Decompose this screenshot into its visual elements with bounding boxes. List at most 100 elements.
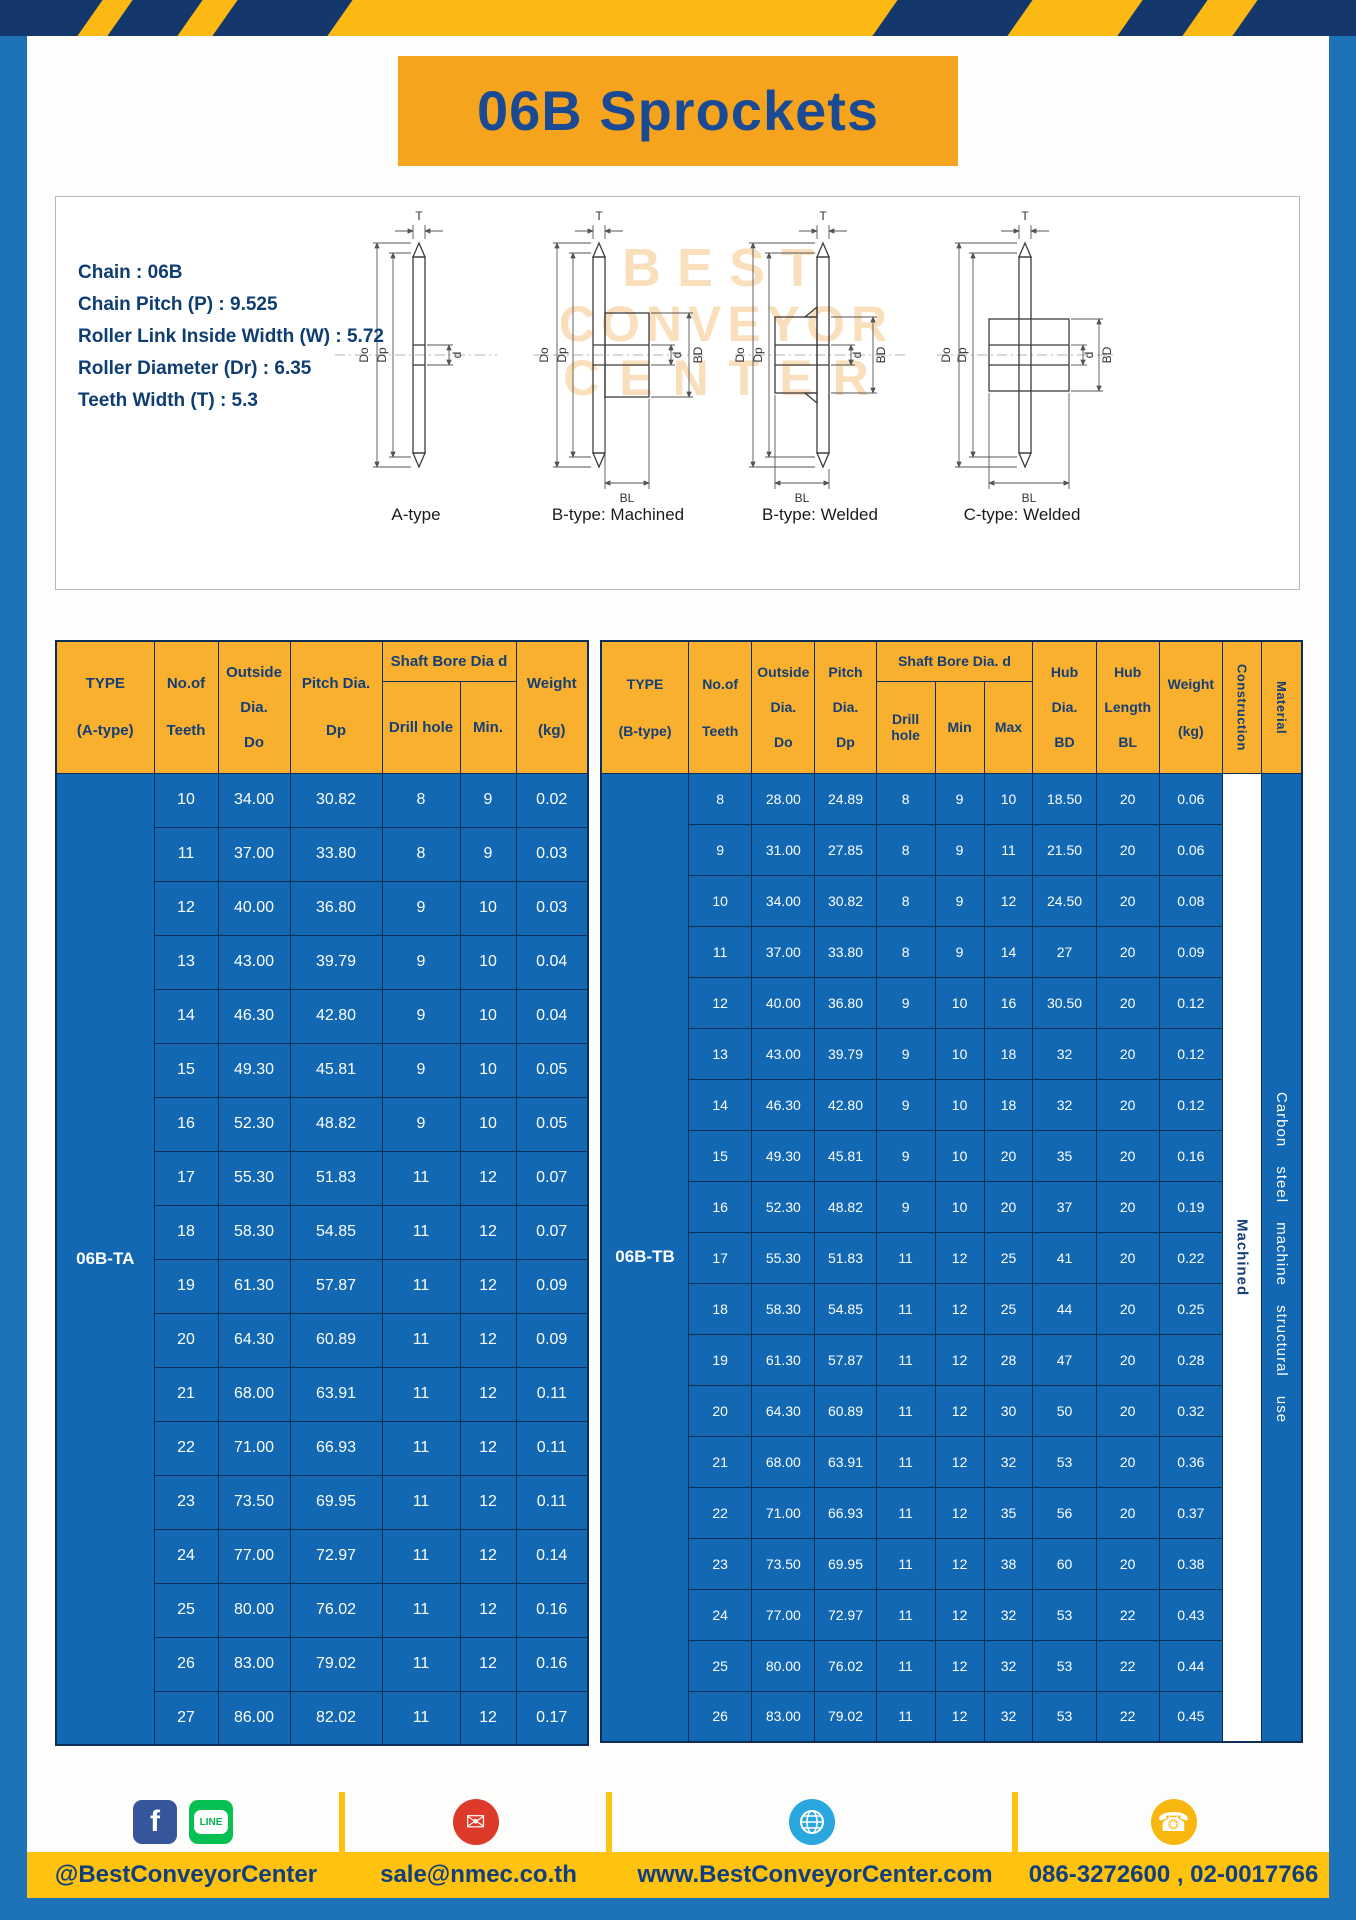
table-cell: 10 (934, 1180, 985, 1233)
table-cell: 20 (1095, 1537, 1160, 1590)
svg-text:Do: Do (939, 347, 953, 363)
table-cell: 0.17 (515, 1690, 589, 1746)
header-line: Dia. (832, 699, 859, 716)
col-header-hub-length: Hub Length BL (1095, 640, 1160, 774)
footer-website[interactable]: www.BestConveyorCenter.com (637, 1861, 993, 1888)
table-cell: 12 (459, 1636, 517, 1692)
footer-social-handle[interactable]: @BestConveyorCenter (54, 1861, 318, 1888)
table-cell: 45.81 (289, 1042, 383, 1098)
svg-text:Dp: Dp (751, 347, 765, 363)
table-row: 14 46.30 42.80 9 10 18 32 20 0.12 (601, 1078, 1302, 1131)
footer-section-social: f LINE (27, 1792, 345, 1852)
decoration-stripe (1108, 0, 1217, 36)
col-header-construction: Construction (1221, 640, 1262, 774)
col-header-type-a: TYPE (A-type) (55, 640, 155, 774)
table-cell: 20 (1095, 1231, 1160, 1284)
table-cell: 24.50 (1032, 874, 1097, 927)
table-cell: 20 (1095, 1282, 1160, 1335)
table-cell: 8 (688, 772, 753, 825)
table-cell: 12 (459, 1528, 517, 1584)
table-cell: 11 (875, 1231, 936, 1284)
table-cell: 9 (381, 880, 461, 936)
header-line: Outside (226, 663, 282, 681)
table-cell: 12 (459, 1366, 517, 1422)
line-icon[interactable]: LINE (189, 1800, 233, 1844)
table-cell: 14 (688, 1078, 753, 1131)
table-cell: 32 (1032, 1027, 1097, 1080)
phone-icon[interactable]: ☎ (1150, 1799, 1197, 1845)
table-cell: 49.30 (217, 1042, 291, 1098)
table-cell: 32 (983, 1588, 1034, 1641)
table-row: 06B-TA 10 34.00 30.82 8 9 0.02 (55, 772, 589, 1746)
table-row: 25 80.00 76.02 11 12 32 53 22 0.44 (601, 1639, 1302, 1692)
svg-text:BL: BL (795, 491, 810, 505)
table-row: 26 83.00 79.02 11 12 32 53 22 0.45 (601, 1690, 1302, 1743)
table-cell: 0.36 (1158, 1435, 1223, 1488)
table-cell: 9 (381, 1096, 461, 1152)
svg-text:BL: BL (620, 491, 635, 505)
table-cell: 11 (381, 1636, 461, 1692)
table-cell: 79.02 (289, 1636, 383, 1692)
table-cell: 9 (934, 925, 985, 978)
figure-caption: B-type: Machined (551, 505, 685, 524)
table-cell: 22 (1095, 1588, 1160, 1641)
table-cell: 68.00 (217, 1366, 291, 1422)
table-cell: 10 (934, 1129, 985, 1182)
svg-text:d: d (670, 352, 684, 359)
table-cell: 11 (381, 1582, 461, 1638)
header-line: Hub (1114, 664, 1142, 681)
header-line: (kg) (1177, 722, 1204, 739)
sprocket-diagram-a: T Do Dp d (335, 209, 497, 469)
table-cell: 10 (983, 772, 1034, 825)
table-cell: 51.83 (289, 1150, 383, 1206)
table-cell: 17 (153, 1150, 219, 1206)
table-cell: 15 (153, 1042, 219, 1098)
header-line: (kg) (538, 722, 566, 740)
table-row: 23 73.50 69.95 11 12 0.11 (56, 1474, 589, 1530)
footer-email[interactable]: sale@nmec.co.th (380, 1861, 577, 1888)
table-cell: 12 (459, 1690, 517, 1746)
table-cell: 33.80 (814, 925, 877, 978)
table-cell: 46.30 (751, 1078, 816, 1131)
table-cell: 10 (459, 934, 517, 990)
table-cell: 66.93 (289, 1420, 383, 1476)
header-line: Dia. (1051, 699, 1078, 716)
table-cell: 20 (153, 1312, 219, 1368)
table-row: 19 61.30 57.87 11 12 28 47 20 0.28 (601, 1333, 1302, 1386)
table-cell: 34.00 (217, 772, 291, 828)
table-cell: 34.00 (751, 874, 816, 927)
header-line: Dp (326, 722, 346, 740)
type-label-a: 06B-TA (55, 772, 155, 1746)
table-cell: 0.04 (515, 934, 589, 990)
table-cell: 83.00 (751, 1690, 816, 1743)
footer-bar: @BestConveyorCenter sale@nmec.co.th www.… (27, 1852, 1329, 1898)
table-cell: 11 (153, 826, 219, 882)
col-header-min: Min (934, 680, 985, 774)
table-cell: 73.50 (751, 1537, 816, 1590)
svg-text:BD: BD (874, 346, 888, 363)
table-cell: 0.05 (515, 1096, 589, 1152)
facebook-icon[interactable]: f (133, 1800, 177, 1844)
table-cell: 11 (875, 1537, 936, 1590)
footer-phone[interactable]: 086-3272600 , 02-0017766 (1028, 1861, 1319, 1888)
table-cell: 20 (1095, 1384, 1160, 1437)
table-cell: 9 (875, 1027, 936, 1080)
table-cell: 0.43 (1158, 1588, 1223, 1641)
sprocket-table-a: TYPE (A-type) No.of Teeth Outside Dia. D… (55, 640, 589, 1746)
table-cell: 20 (1095, 976, 1160, 1029)
table-cell: 0.12 (1158, 1078, 1223, 1131)
header-line: Weight (1167, 675, 1215, 692)
table-cell: 20 (1095, 1129, 1160, 1182)
table-cell: 38 (983, 1537, 1034, 1590)
table-cell: 0.12 (1158, 976, 1223, 1029)
globe-icon[interactable] (789, 1799, 835, 1845)
table-row: 21 68.00 63.91 11 12 0.11 (56, 1366, 589, 1422)
table-cell: 32 (983, 1435, 1034, 1488)
table-cell: 11 (875, 1588, 936, 1641)
table-row: 9 31.00 27.85 8 9 11 21.50 20 0.06 (601, 823, 1302, 876)
table-row: 15 49.30 45.81 9 10 20 35 20 0.16 (601, 1129, 1302, 1182)
table-cell: 51.83 (814, 1231, 877, 1284)
email-icon[interactable]: ✉ (452, 1799, 499, 1845)
decoration-stripe (203, 0, 362, 36)
table-cell: 69.95 (814, 1537, 877, 1590)
